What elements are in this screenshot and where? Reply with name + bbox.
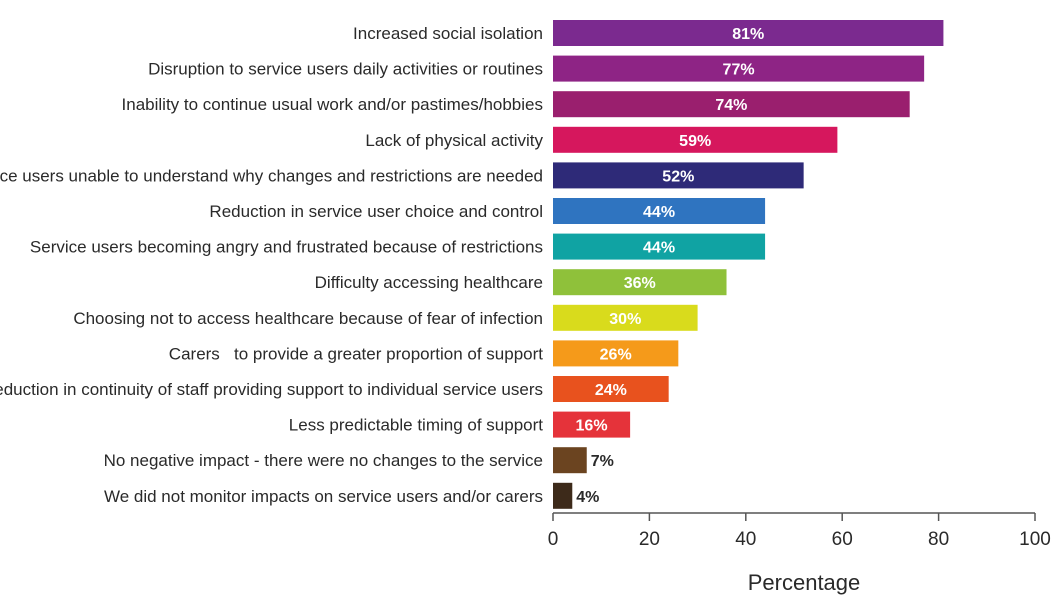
category-label: Reduction in service user choice and con… xyxy=(209,202,543,221)
value-labels-group: 81% 77% 74% 59% 52% 44% 44% 36% 30% 26% 24% 16% 7% 4% xyxy=(576,26,765,506)
bar-value-label: 77% xyxy=(723,62,755,79)
category-label: Choosing not to access healthcare becaus… xyxy=(73,309,543,328)
category-label: Lack of physical activity xyxy=(365,131,543,150)
x-tick-label: 0 xyxy=(548,529,559,550)
category-label: No negative impact - there were no chang… xyxy=(104,451,543,470)
bar xyxy=(553,447,587,474)
bars-group xyxy=(553,20,944,509)
bar-value-label: 36% xyxy=(624,275,656,292)
bar xyxy=(553,482,573,509)
bar-value-label: 30% xyxy=(609,311,641,328)
bar xyxy=(553,269,727,296)
x-tick-label: 60 xyxy=(832,529,853,550)
bar-value-label: 52% xyxy=(662,168,694,185)
category-label: Difficulty accessing healthcare xyxy=(315,273,543,292)
x-ticks-group: 0 20 40 60 80 100 xyxy=(548,513,1051,550)
x-tick-label: 20 xyxy=(639,529,660,550)
bar xyxy=(553,126,838,153)
category-label: Less predictable timing of support xyxy=(289,416,543,435)
category-label: Service users becoming angry and frustra… xyxy=(30,238,543,257)
bar xyxy=(553,233,766,260)
category-label: Service users unable to understand why c… xyxy=(0,166,543,185)
x-axis-title: Percentage xyxy=(748,570,861,595)
bar xyxy=(553,198,766,224)
x-axis: 0 20 40 60 80 100 xyxy=(548,512,1051,550)
bar xyxy=(553,20,944,46)
bar-value-label: 44% xyxy=(643,240,675,257)
bar-value-label: 26% xyxy=(600,346,632,363)
bar xyxy=(553,91,910,118)
bar-value-label: 81% xyxy=(732,26,764,43)
bar-value-label: 7% xyxy=(591,453,614,470)
bar xyxy=(553,411,631,438)
category-label: Inability to continue usual work and/or … xyxy=(122,95,543,114)
bar-value-label: 44% xyxy=(643,204,675,221)
bar-value-label: 4% xyxy=(576,489,599,506)
category-label: Carers to provide a greater proportion o… xyxy=(169,344,543,363)
bar xyxy=(553,340,679,367)
bar-value-label: 59% xyxy=(679,133,711,150)
x-tick-label: 80 xyxy=(928,529,949,550)
category-labels-group: Increased social isolation Disruption to … xyxy=(0,24,543,506)
category-label: Disruption to service users daily activi… xyxy=(148,60,543,79)
bar xyxy=(553,376,669,402)
category-label: Reduction in continuity of staff providi… xyxy=(0,380,543,399)
category-label: Increased social isolation xyxy=(353,24,543,43)
bar-value-label: 16% xyxy=(576,418,608,435)
x-tick-label: 40 xyxy=(735,529,756,550)
bar xyxy=(553,55,925,82)
x-tick-label: 100 xyxy=(1019,529,1051,550)
bar xyxy=(553,162,804,189)
bar xyxy=(553,304,698,331)
category-label: We did not monitor impacts on service us… xyxy=(104,487,543,506)
bar-value-label: 74% xyxy=(715,97,747,114)
bar-value-label: 24% xyxy=(595,382,627,399)
